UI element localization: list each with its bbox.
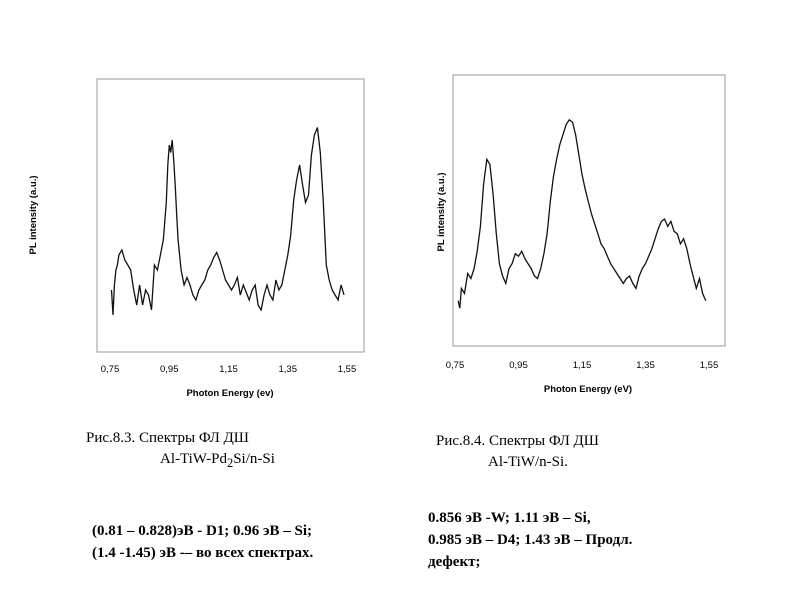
caption-left-line1: Рис.8.3. Спектры ФЛ ДШ: [86, 430, 249, 446]
series-line: [110, 127, 345, 316]
x-tick-label: 0,75: [101, 364, 120, 375]
caption-left-formula-a: Al-TiW-Pd: [160, 451, 227, 467]
x-tick-label: 1,55: [700, 360, 719, 371]
y-axis-label: PL intensity (a.u.): [28, 175, 39, 254]
plot-frame: [96, 78, 365, 353]
x-tick-label: 1,35: [279, 364, 298, 375]
x-tick-labels: 0,75 0,95 1,15 1,35 1,55: [101, 364, 357, 375]
x-tick-labels: 0,75 0,95 1,15 1,35 1,55: [446, 360, 719, 371]
x-tick-label: 0,75: [446, 360, 465, 371]
series-line: [457, 118, 707, 309]
x-tick-label: 1,15: [219, 364, 238, 375]
y-axis-label: PL intensity (a.u.): [436, 172, 447, 251]
note-right-line3: дефект;: [428, 554, 481, 570]
caption-left-line2: Al-TiW-Pd2Si/n-Si: [86, 449, 386, 474]
plot-frame: [452, 74, 726, 347]
note-left-line1: (0.81 – 0.828)эВ - D1; 0.96 эВ – Si;: [92, 523, 313, 539]
chart-left: 0,75 0,95 1,15 1,35 1,55 Photon Energy (ev) …: [28, 78, 365, 399]
caption-right-line1: Рис.8.4. Спектры ФЛ ДШ: [436, 433, 599, 449]
notes-right: 0.856 эВ -W; 1.11 эВ – Si, 0.985 эВ – D4…: [428, 507, 758, 573]
caption-left-formula-b: Si/n-Si: [233, 451, 275, 467]
x-axis-label: Photon Energy (eV): [544, 384, 632, 395]
note-right-line1: 0.856 эВ -W; 1.11 эВ – Si,: [428, 510, 591, 526]
x-tick-label: 0,95: [509, 360, 528, 371]
figure-caption-left: Рис.8.3. Спектры ФЛ ДШ Al-TiW-Pd2Si/n-Si: [86, 428, 386, 474]
figure-caption-right: Рис.8.4. Спектры ФЛ ДШ Al-TiW/n-Si.: [436, 431, 736, 473]
chart-right: 0,75 0,95 1,15 1,35 1,55 Photon Energy (eV) …: [436, 74, 726, 395]
x-tick-label: 1,35: [636, 360, 655, 371]
x-tick-label: 1,55: [338, 364, 357, 375]
caption-right-line2: Al-TiW/n-Si.: [488, 454, 568, 470]
caption-left-subscript: 2: [226, 456, 234, 470]
note-left-line2: (1.4 -1.45) эВ -– во всех спектрах.: [92, 545, 314, 561]
x-tick-label: 0,95: [160, 364, 179, 375]
x-axis-label: Photon Energy (ev): [186, 388, 273, 399]
notes-left: (0.81 – 0.828)эВ - D1; 0.96 эВ – Si; (1.…: [92, 520, 412, 564]
x-tick-label: 1,15: [573, 360, 592, 371]
note-right-line2: 0.985 эВ – D4; 1.43 эВ – Продл.: [428, 532, 633, 548]
